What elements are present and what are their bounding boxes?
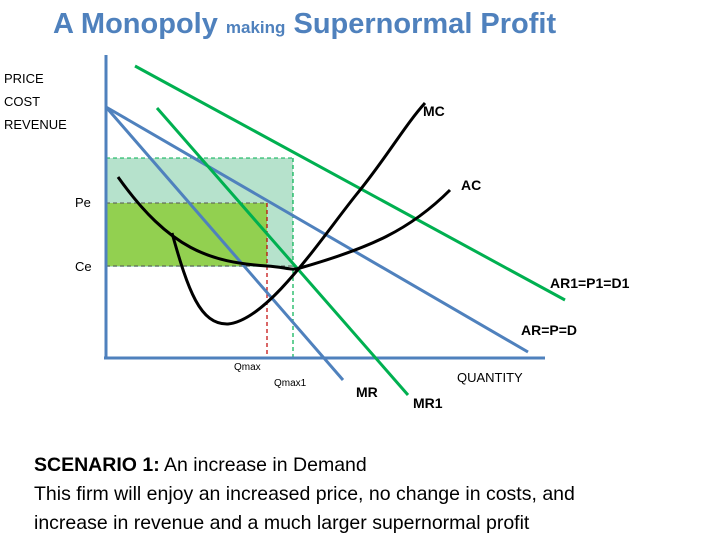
y-axis-label-revenue: REVENUE xyxy=(4,117,67,132)
ar-label: AR=P=D xyxy=(521,322,577,338)
x-axis-label: QUANTITY xyxy=(457,370,523,385)
caption-line-3: increase in revenue and a much larger su… xyxy=(34,512,530,534)
y-axis-label-cost: COST xyxy=(4,94,40,109)
old-profit-area xyxy=(106,203,267,266)
title-part3: Supernormal Profit xyxy=(293,8,557,40)
title-part1: A Monopoly xyxy=(53,8,218,40)
mr-label: MR xyxy=(356,384,378,400)
ac-label: AC xyxy=(461,177,481,193)
mr-line xyxy=(104,106,345,381)
qmax1-label: Qmax1 xyxy=(274,378,307,389)
ar1-label: AR1=P1=D1 xyxy=(550,275,630,291)
caption-line-2: This firm will enjoy an increased price,… xyxy=(34,483,575,505)
mr1-label: MR1 xyxy=(413,395,443,411)
mc-curve xyxy=(170,101,427,326)
ce-label: Ce xyxy=(75,259,92,274)
page-title: A Monopoly making Supernormal Profit xyxy=(53,8,556,41)
mc-label: MC xyxy=(423,103,445,119)
ar1-line xyxy=(134,64,566,302)
ac-curve xyxy=(116,176,452,271)
y-axis-label-price: PRICE xyxy=(4,71,44,86)
qmax-label: Qmax xyxy=(234,362,261,373)
caption-heading-line: SCENARIO 1: An increase in Demand xyxy=(34,451,714,480)
pe-label: Pe xyxy=(75,195,91,210)
title-part2: making xyxy=(225,18,286,37)
ar-line xyxy=(105,105,529,354)
scenario-caption: SCENARIO 1: An increase in Demand This f… xyxy=(34,451,714,538)
caption-heading: SCENARIO 1: xyxy=(34,454,160,476)
mr1-line xyxy=(155,107,410,396)
caption-heading-rest: An increase in Demand xyxy=(164,454,367,476)
